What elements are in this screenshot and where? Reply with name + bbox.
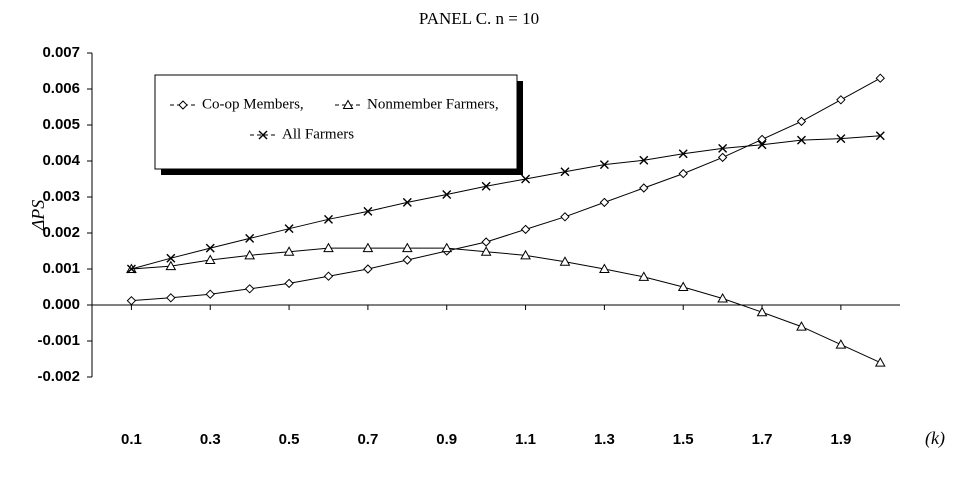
y-tick-label: 0.003 bbox=[42, 188, 80, 205]
legend-label: Nonmember Farmers, bbox=[367, 96, 499, 112]
marker bbox=[258, 130, 268, 140]
marker bbox=[165, 260, 177, 271]
marker bbox=[639, 183, 649, 193]
marker bbox=[559, 256, 571, 266]
marker bbox=[599, 197, 610, 208]
marker bbox=[678, 149, 688, 159]
marker bbox=[796, 116, 807, 127]
x-tick-label: 0.1 bbox=[121, 431, 142, 448]
legend-label: All Farmers bbox=[282, 126, 354, 142]
marker bbox=[875, 73, 885, 83]
marker bbox=[284, 224, 294, 234]
marker bbox=[796, 135, 806, 145]
x-tick-label: 1.7 bbox=[752, 431, 773, 448]
marker bbox=[283, 246, 295, 256]
marker bbox=[166, 293, 176, 303]
series-line bbox=[131, 77, 881, 302]
marker bbox=[560, 167, 570, 177]
x-tick-label: 1.5 bbox=[673, 431, 694, 448]
marker bbox=[363, 206, 373, 216]
marker bbox=[520, 249, 531, 260]
marker bbox=[244, 284, 255, 294]
marker bbox=[402, 255, 413, 265]
x-tick-label: 1.1 bbox=[515, 431, 536, 448]
marker bbox=[836, 95, 846, 105]
marker bbox=[126, 295, 137, 306]
chart-title: PANEL C. n = 10 bbox=[419, 9, 539, 28]
marker bbox=[245, 233, 255, 243]
marker bbox=[323, 271, 334, 281]
series-line bbox=[131, 247, 881, 364]
marker bbox=[126, 264, 136, 274]
marker bbox=[480, 246, 492, 256]
marker bbox=[166, 253, 176, 263]
y-tick-label: -0.002 bbox=[37, 368, 80, 385]
marker bbox=[756, 306, 768, 317]
marker bbox=[717, 293, 728, 303]
y-tick-label: 0.001 bbox=[42, 260, 80, 277]
marker bbox=[244, 249, 256, 260]
marker bbox=[178, 100, 188, 110]
marker bbox=[481, 237, 491, 247]
x-tick-label: 1.9 bbox=[830, 431, 851, 448]
marker bbox=[205, 289, 215, 299]
marker bbox=[342, 99, 354, 109]
x-tick-label: 0.7 bbox=[357, 431, 378, 448]
marker bbox=[677, 281, 689, 291]
x-tick-label: 1.3 bbox=[594, 431, 615, 448]
marker bbox=[401, 242, 413, 253]
x-tick-label: 0.3 bbox=[200, 431, 221, 448]
y-tick-label: 0.004 bbox=[42, 152, 80, 169]
y-tick-label: 0.002 bbox=[42, 224, 80, 241]
marker bbox=[757, 140, 767, 150]
marker bbox=[718, 143, 728, 153]
marker bbox=[638, 271, 650, 281]
marker bbox=[717, 152, 728, 163]
marker bbox=[402, 197, 412, 207]
y-tick-label: 0.000 bbox=[42, 296, 80, 313]
marker bbox=[835, 339, 847, 349]
marker bbox=[560, 212, 570, 222]
marker bbox=[323, 214, 333, 224]
marker bbox=[678, 168, 688, 179]
x-tick-label: 0.9 bbox=[436, 431, 457, 448]
marker bbox=[205, 243, 215, 253]
marker bbox=[757, 134, 767, 145]
marker bbox=[639, 155, 649, 165]
marker bbox=[442, 189, 452, 199]
legend-label: Co-op Members, bbox=[202, 96, 304, 112]
marker bbox=[521, 174, 531, 184]
legend-box bbox=[154, 74, 518, 170]
y-axis-label: ΔPS bbox=[28, 200, 48, 232]
y-tick-label: 0.005 bbox=[42, 116, 80, 133]
series-line bbox=[131, 135, 881, 270]
marker bbox=[204, 254, 216, 264]
y-tick-label: 0.007 bbox=[42, 44, 80, 61]
legend: Co-op Members, Nonmember Farmers, All Farm… bbox=[154, 74, 523, 175]
marker bbox=[875, 131, 885, 141]
marker bbox=[362, 242, 374, 253]
y-tick-label: 0.006 bbox=[42, 80, 80, 97]
marker bbox=[323, 242, 334, 253]
marker bbox=[284, 278, 294, 289]
x-axis-label: (k) bbox=[925, 428, 945, 449]
y-tick-label: -0.001 bbox=[37, 332, 80, 349]
marker bbox=[599, 263, 610, 273]
marker bbox=[599, 160, 609, 170]
marker bbox=[874, 357, 886, 367]
marker bbox=[363, 264, 373, 274]
x-tick-label: 0.5 bbox=[279, 431, 300, 448]
marker bbox=[441, 242, 453, 253]
marker bbox=[520, 224, 531, 235]
marker bbox=[796, 321, 807, 331]
marker bbox=[836, 134, 846, 144]
marker bbox=[481, 181, 491, 191]
